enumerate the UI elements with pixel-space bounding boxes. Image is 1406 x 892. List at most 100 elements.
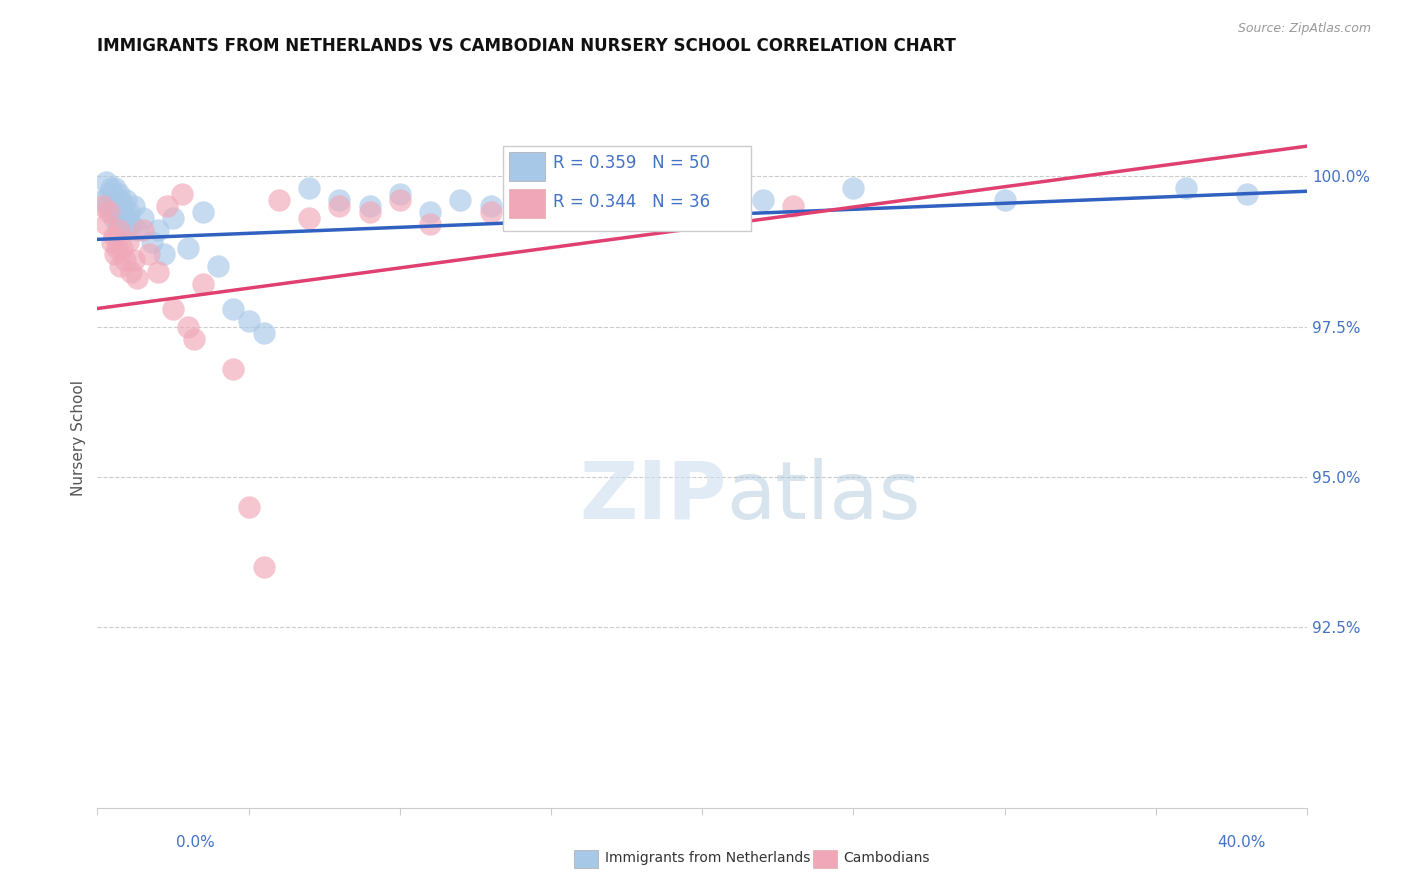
Point bbox=[328, 194, 350, 208]
Point bbox=[170, 187, 193, 202]
Text: Source: ZipAtlas.com: Source: ZipAtlas.com bbox=[1237, 22, 1371, 36]
Point bbox=[630, 181, 652, 195]
Point bbox=[108, 217, 131, 231]
Point bbox=[600, 199, 623, 213]
Point bbox=[162, 301, 184, 316]
Point bbox=[120, 217, 142, 231]
Point bbox=[177, 241, 200, 255]
Point bbox=[110, 205, 132, 219]
Point bbox=[114, 253, 136, 268]
Point bbox=[1175, 181, 1198, 195]
Point bbox=[253, 326, 276, 340]
Text: atlas: atlas bbox=[727, 458, 921, 536]
Point bbox=[112, 199, 135, 213]
Point bbox=[108, 194, 131, 208]
Y-axis label: Nursery School: Nursery School bbox=[72, 380, 86, 496]
Point bbox=[98, 187, 121, 202]
Point bbox=[388, 194, 411, 208]
Point bbox=[153, 247, 176, 261]
Point bbox=[298, 181, 321, 195]
Text: 0.0%: 0.0% bbox=[176, 836, 215, 850]
Point bbox=[479, 205, 502, 219]
Point bbox=[104, 247, 127, 261]
Text: R = 0.359   N = 50: R = 0.359 N = 50 bbox=[554, 154, 710, 172]
Point bbox=[107, 223, 129, 237]
Point bbox=[298, 211, 321, 226]
FancyBboxPatch shape bbox=[509, 188, 546, 219]
Point bbox=[238, 500, 260, 514]
Point bbox=[253, 560, 276, 574]
Point bbox=[132, 211, 155, 226]
Text: 40.0%: 40.0% bbox=[1218, 836, 1265, 850]
Point bbox=[540, 187, 562, 202]
Point bbox=[132, 223, 155, 237]
Point bbox=[222, 361, 245, 376]
Point bbox=[479, 199, 502, 213]
Point bbox=[156, 199, 179, 213]
Point bbox=[162, 211, 184, 226]
Point bbox=[101, 194, 124, 208]
Point bbox=[98, 205, 121, 219]
Point bbox=[105, 205, 128, 219]
Point bbox=[138, 247, 160, 261]
Point bbox=[569, 205, 592, 219]
Point bbox=[146, 265, 169, 279]
Point bbox=[115, 194, 138, 208]
Point bbox=[100, 181, 122, 195]
Point bbox=[107, 187, 129, 202]
Point bbox=[238, 313, 260, 327]
Text: Immigrants from Netherlands: Immigrants from Netherlands bbox=[605, 851, 810, 865]
Point bbox=[690, 199, 713, 213]
Point bbox=[359, 205, 381, 219]
Point bbox=[177, 319, 200, 334]
Text: Cambodians: Cambodians bbox=[844, 851, 931, 865]
Point bbox=[751, 194, 773, 208]
Point bbox=[1236, 187, 1258, 202]
Point bbox=[117, 223, 139, 237]
Point bbox=[222, 301, 245, 316]
Point bbox=[117, 235, 139, 250]
Point bbox=[359, 199, 381, 213]
Point bbox=[419, 205, 441, 219]
Point bbox=[328, 199, 350, 213]
FancyBboxPatch shape bbox=[502, 145, 751, 231]
Point bbox=[108, 260, 131, 274]
Point bbox=[125, 223, 148, 237]
Point bbox=[101, 235, 124, 250]
Text: R = 0.344   N = 36: R = 0.344 N = 36 bbox=[554, 193, 710, 211]
Point bbox=[93, 199, 115, 213]
Point bbox=[110, 241, 132, 255]
Point bbox=[994, 194, 1017, 208]
Point bbox=[388, 187, 411, 202]
Point bbox=[125, 271, 148, 285]
Point bbox=[104, 181, 127, 195]
Point bbox=[193, 277, 215, 292]
Point bbox=[782, 199, 804, 213]
Point bbox=[449, 194, 471, 208]
Point bbox=[118, 205, 141, 219]
Point bbox=[120, 265, 142, 279]
Point bbox=[207, 260, 229, 274]
Point bbox=[122, 199, 145, 213]
Point bbox=[193, 205, 215, 219]
Text: ZIP: ZIP bbox=[579, 458, 727, 536]
Point bbox=[105, 241, 128, 255]
Text: IMMIGRANTS FROM NETHERLANDS VS CAMBODIAN NURSERY SCHOOL CORRELATION CHART: IMMIGRANTS FROM NETHERLANDS VS CAMBODIAN… bbox=[97, 37, 956, 55]
Point bbox=[93, 194, 115, 208]
Point bbox=[122, 253, 145, 268]
Point bbox=[267, 194, 290, 208]
Point bbox=[146, 223, 169, 237]
Point bbox=[97, 199, 120, 213]
Point bbox=[842, 181, 865, 195]
Point bbox=[114, 211, 136, 226]
FancyBboxPatch shape bbox=[509, 152, 546, 181]
Point bbox=[96, 175, 118, 189]
Point bbox=[103, 211, 125, 226]
Point bbox=[105, 199, 128, 213]
Point bbox=[183, 332, 205, 346]
Point bbox=[509, 194, 531, 208]
Point bbox=[419, 217, 441, 231]
Point bbox=[96, 217, 118, 231]
Point bbox=[103, 229, 125, 244]
Point bbox=[141, 235, 163, 250]
